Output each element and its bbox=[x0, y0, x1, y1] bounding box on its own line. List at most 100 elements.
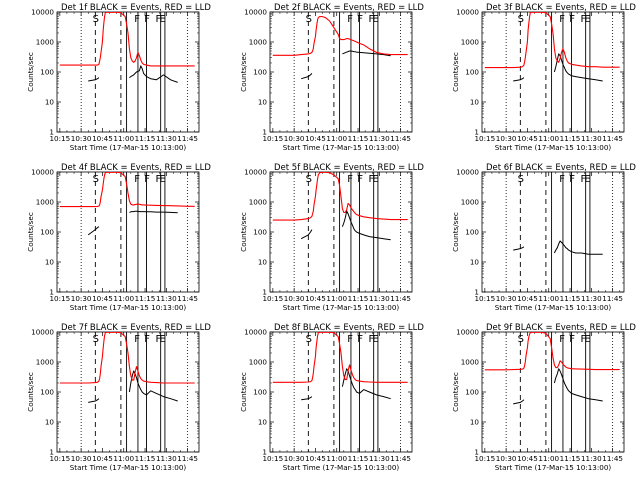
x-tick-label: 10:30 bbox=[71, 294, 92, 303]
interval-marker: E bbox=[372, 174, 378, 185]
x-tick-label: 10:45 bbox=[305, 134, 326, 143]
lld-series-line bbox=[272, 172, 408, 221]
y-axis-label: Counts/sec bbox=[26, 372, 35, 412]
y-tick-label: 1000 bbox=[461, 198, 480, 207]
lld-series-line bbox=[272, 332, 408, 383]
interval-marker: F bbox=[134, 14, 140, 25]
interval-marker: F bbox=[156, 334, 162, 345]
detector-panel: Det 6f BLACK = Events, RED = LLD 1 10 100 10… bbox=[451, 163, 636, 312]
x-tick-label: 11:00 bbox=[538, 134, 559, 143]
y-tick-label: 1000 bbox=[249, 358, 268, 367]
detector-panel: Det 4f BLACK = Events, RED = LLD 1 10 100 10… bbox=[26, 163, 211, 312]
interval-marker: S bbox=[518, 334, 524, 345]
y-tick-label: 1000 bbox=[461, 38, 480, 47]
x-tick-label: 10:45 bbox=[517, 294, 538, 303]
x-tick-label: 11:45 bbox=[177, 294, 198, 303]
interval-marker: F bbox=[569, 14, 575, 25]
detector-panel: Det 1f BLACK = Events, RED = LLD 1 10 100 10… bbox=[26, 3, 211, 152]
x-tick-label: 11:45 bbox=[390, 134, 411, 143]
x-tick-label: 10:15 bbox=[262, 294, 283, 303]
x-axis-label: Start Time (17-Mar-15 10:13:00) bbox=[70, 303, 187, 312]
x-tick-label: 10:30 bbox=[496, 454, 517, 463]
x-axis-label: Start Time (17-Mar-15 10:13:00) bbox=[283, 463, 400, 472]
x-tick-label: 11:30 bbox=[156, 134, 177, 143]
x-tick-label: 10:30 bbox=[284, 454, 305, 463]
x-tick-label: 10:30 bbox=[71, 454, 92, 463]
events-series-line bbox=[301, 368, 391, 401]
events-series-line bbox=[301, 50, 391, 80]
y-tick-label: 10 bbox=[470, 258, 480, 267]
y-tick-label: 10000 bbox=[31, 8, 54, 17]
x-tick-label: 11:45 bbox=[390, 454, 411, 463]
interval-marker: S bbox=[93, 174, 99, 185]
y-tick-label: 100 bbox=[253, 388, 267, 397]
x-tick-label: 11:30 bbox=[581, 294, 602, 303]
panel-data bbox=[272, 16, 408, 80]
x-tick-label: 11:45 bbox=[177, 134, 198, 143]
interval-marker: F bbox=[569, 174, 575, 185]
panel-data bbox=[513, 240, 603, 255]
panel-title: Det 2f BLACK = Events, RED = LLD bbox=[274, 3, 424, 13]
x-tick-label: 10:15 bbox=[474, 454, 495, 463]
y-tick-label: 10 bbox=[258, 418, 268, 427]
x-tick-label: 11:00 bbox=[326, 294, 347, 303]
panel-frame bbox=[481, 171, 625, 293]
interval-marker: F bbox=[144, 14, 150, 25]
x-tick-label: 11:30 bbox=[156, 294, 177, 303]
y-tick-label: 1000 bbox=[461, 358, 480, 367]
y-tick-label: 10000 bbox=[244, 168, 267, 177]
lld-series-line bbox=[484, 12, 620, 69]
y-tick-label: 1000 bbox=[249, 198, 268, 207]
interval-marker: F bbox=[357, 14, 363, 25]
x-tick-label: 11:15 bbox=[560, 134, 581, 143]
x-tick-label: 10:30 bbox=[284, 134, 305, 143]
x-tick-label: 11:00 bbox=[538, 454, 559, 463]
x-tick-label: 11:15 bbox=[135, 454, 156, 463]
events-series-line bbox=[88, 65, 178, 83]
events-series-line bbox=[513, 53, 603, 82]
x-tick-label: 10:30 bbox=[496, 294, 517, 303]
x-tick-label: 11:30 bbox=[369, 294, 390, 303]
x-tick-label: 10:15 bbox=[474, 294, 495, 303]
panel-data bbox=[484, 332, 620, 405]
x-tick-label: 11:30 bbox=[369, 134, 390, 143]
x-tick-label: 10:15 bbox=[49, 294, 70, 303]
y-tick-label: 100 bbox=[465, 228, 479, 237]
x-axis-label: Start Time (17-Mar-15 10:13:00) bbox=[495, 303, 612, 312]
x-tick-label: 10:30 bbox=[496, 134, 517, 143]
y-axis-label: Counts/sec bbox=[26, 52, 35, 92]
y-tick-label: 100 bbox=[40, 388, 54, 397]
interval-marker: E bbox=[584, 174, 590, 185]
x-tick-label: 11:30 bbox=[369, 454, 390, 463]
panel-data bbox=[484, 12, 620, 82]
x-axis-label: Start Time (17-Mar-15 10:13:00) bbox=[283, 303, 400, 312]
interval-marker: F bbox=[347, 14, 353, 25]
x-tick-label: 10:15 bbox=[49, 454, 70, 463]
panel-frame bbox=[269, 171, 413, 293]
detector-panel: Det 5f BLACK = Events, RED = LLD 1 10 100 10… bbox=[239, 163, 424, 312]
x-axis-label: Start Time (17-Mar-15 10:13:00) bbox=[283, 143, 400, 152]
x-axis-label: Start Time (17-Mar-15 10:13:00) bbox=[495, 463, 612, 472]
interval-marker: S bbox=[306, 14, 312, 25]
x-tick-label: 10:45 bbox=[92, 294, 113, 303]
y-tick-label: 1000 bbox=[36, 198, 55, 207]
x-tick-label: 11:15 bbox=[560, 454, 581, 463]
interval-marker: F bbox=[369, 14, 375, 25]
y-tick-label: 1 bbox=[474, 448, 479, 457]
y-tick-label: 1000 bbox=[249, 38, 268, 47]
x-tick-label: 11:00 bbox=[326, 134, 347, 143]
x-tick-label: 11:00 bbox=[326, 454, 347, 463]
x-tick-label: 10:45 bbox=[305, 294, 326, 303]
y-tick-label: 10 bbox=[258, 98, 268, 107]
panel-data bbox=[59, 332, 195, 403]
interval-marker: S bbox=[518, 14, 524, 25]
interval-marker: F bbox=[581, 334, 587, 345]
x-tick-label: 11:15 bbox=[135, 134, 156, 143]
detector-panel: Det 3f BLACK = Events, RED = LLD 1 10 100 10… bbox=[451, 3, 636, 152]
x-tick-label: 10:45 bbox=[305, 454, 326, 463]
x-tick-label: 11:15 bbox=[348, 454, 369, 463]
y-tick-label: 10 bbox=[470, 418, 480, 427]
x-tick-label: 11:45 bbox=[390, 294, 411, 303]
x-tick-label: 11:30 bbox=[156, 454, 177, 463]
